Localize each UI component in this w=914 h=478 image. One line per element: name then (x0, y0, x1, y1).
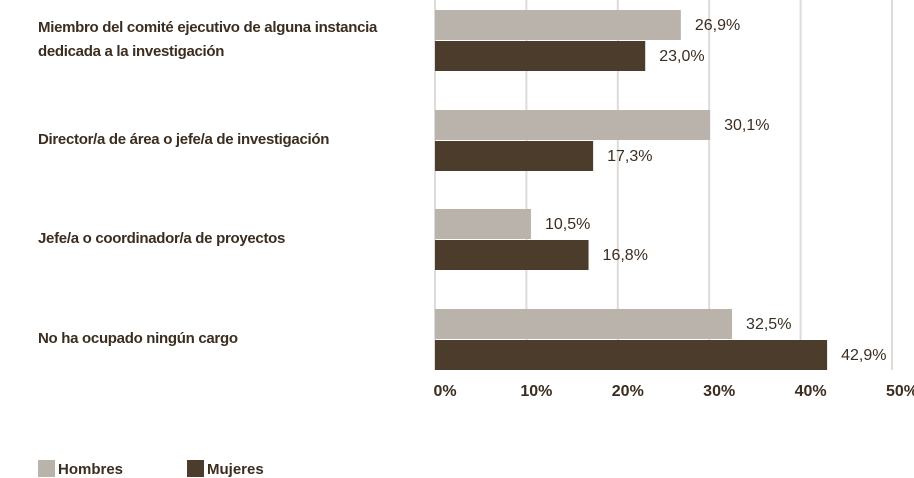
bar (435, 110, 711, 140)
x-tick-label: 40% (795, 383, 827, 400)
bar (435, 10, 681, 40)
value-label: 17,3% (607, 148, 652, 165)
legend-swatch (187, 460, 204, 477)
category-label: No ha ocupado ningún cargo (38, 330, 238, 347)
category-label: Miembro del comité ejecutivo de alguna i… (38, 19, 378, 60)
legend-label: Mujeres (207, 461, 264, 478)
value-label: 32,5% (746, 316, 791, 333)
value-label: 23,0% (659, 48, 704, 65)
x-tick-label: 50% (886, 383, 914, 400)
value-label: 16,8% (603, 247, 648, 264)
category-label: Director/a de área o jefe/a de investiga… (38, 131, 330, 148)
value-label: 30,1% (724, 117, 769, 134)
bar (435, 309, 733, 339)
value-label: 42,9% (841, 347, 886, 364)
bar (435, 240, 589, 270)
category-label: Jefe/a o coordinador/a de proyectos (38, 230, 286, 247)
bar (435, 209, 531, 239)
bar (435, 141, 594, 171)
value-label: 26,9% (695, 17, 740, 34)
legend-label: Hombres (58, 461, 123, 478)
legend-swatch (38, 460, 55, 477)
x-tick-label: 10% (520, 383, 552, 400)
bar (435, 340, 828, 370)
x-tick-label: 30% (703, 383, 735, 400)
x-tick-label: 20% (612, 383, 644, 400)
bar (435, 41, 646, 71)
value-label: 10,5% (545, 216, 590, 233)
x-tick-label: 0% (433, 383, 456, 400)
